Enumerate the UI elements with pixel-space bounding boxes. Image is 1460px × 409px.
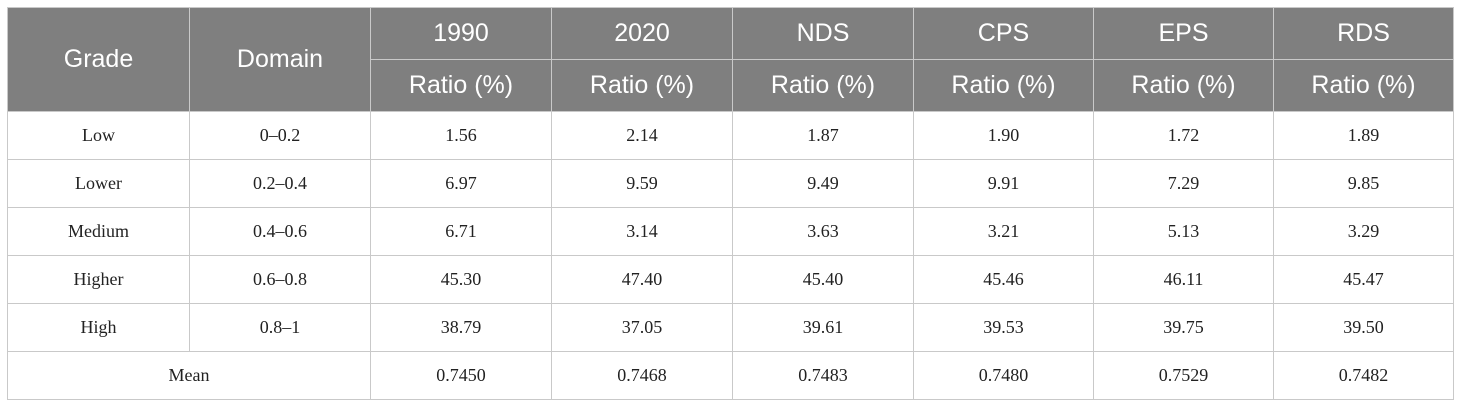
- subheader-ratio: Ratio (%): [732, 59, 914, 112]
- cell-value: 1.89: [1273, 111, 1454, 160]
- mean-value: 0.7480: [913, 351, 1094, 400]
- ratio-table: Grade Domain 1990 2020 NDS CPS EPS RDS R…: [7, 7, 1454, 400]
- cell-value: 3.21: [913, 207, 1094, 256]
- cell-grade: Medium: [7, 207, 190, 256]
- cell-domain: 0–0.2: [189, 111, 371, 160]
- cell-grade: High: [7, 303, 190, 352]
- subheader-ratio: Ratio (%): [913, 59, 1094, 112]
- mean-value: 0.7483: [732, 351, 914, 400]
- cell-value: 7.29: [1093, 159, 1274, 208]
- cell-value: 2.14: [551, 111, 733, 160]
- cell-value: 46.11: [1093, 255, 1274, 304]
- subheader-row: Ratio (%) Ratio (%) Ratio (%) Ratio (%) …: [8, 59, 1454, 112]
- header-eps: EPS: [1093, 7, 1274, 60]
- cell-domain: 0.6–0.8: [189, 255, 371, 304]
- cell-value: 6.71: [370, 207, 552, 256]
- cell-value: 37.05: [551, 303, 733, 352]
- cell-domain: 0.8–1: [189, 303, 371, 352]
- cell-value: 9.49: [732, 159, 914, 208]
- cell-value: 39.50: [1273, 303, 1454, 352]
- subheader-ratio: Ratio (%): [1093, 59, 1274, 112]
- cell-value: 3.14: [551, 207, 733, 256]
- table-row: Higher 0.6–0.8 45.30 47.40 45.40 45.46 4…: [7, 255, 1454, 304]
- cell-value: 1.90: [913, 111, 1094, 160]
- cell-value: 38.79: [370, 303, 552, 352]
- table-row: Lower 0.2–0.4 6.97 9.59 9.49 9.91 7.29 9…: [7, 159, 1454, 208]
- cell-domain: 0.4–0.6: [189, 207, 371, 256]
- cell-domain: 0.2–0.4: [189, 159, 371, 208]
- header-nds: NDS: [732, 7, 914, 60]
- cell-value: 9.85: [1273, 159, 1454, 208]
- header-1990: 1990: [370, 7, 552, 60]
- cell-value: 39.53: [913, 303, 1094, 352]
- cell-value: 1.72: [1093, 111, 1274, 160]
- cell-grade: Lower: [7, 159, 190, 208]
- mean-value: 0.7529: [1093, 351, 1274, 400]
- cell-value: 5.13: [1093, 207, 1274, 256]
- cell-value: 3.63: [732, 207, 914, 256]
- cell-value: 39.61: [732, 303, 914, 352]
- cell-value: 9.91: [913, 159, 1094, 208]
- table-row: Medium 0.4–0.6 6.71 3.14 3.63 3.21 5.13 …: [7, 207, 1454, 256]
- header-cps: CPS: [913, 7, 1094, 60]
- subheader-ratio: Ratio (%): [1273, 59, 1454, 112]
- cell-grade: Low: [7, 111, 190, 160]
- header-2020: 2020: [551, 7, 733, 60]
- cell-value: 6.97: [370, 159, 552, 208]
- cell-value: 45.30: [370, 255, 552, 304]
- header-grade: Grade: [7, 7, 190, 112]
- header-row: Grade Domain 1990 2020 NDS CPS EPS RDS: [7, 7, 1454, 112]
- cell-value: 1.56: [370, 111, 552, 160]
- mean-value: 0.7482: [1273, 351, 1454, 400]
- cell-grade: Higher: [7, 255, 190, 304]
- cell-value: 45.47: [1273, 255, 1454, 304]
- subheader-ratio: Ratio (%): [370, 59, 552, 112]
- header-rds: RDS: [1273, 7, 1454, 60]
- cell-value: 45.46: [913, 255, 1094, 304]
- mean-row: Mean 0.7450 0.7468 0.7483 0.7480 0.7529 …: [7, 351, 1454, 400]
- mean-value: 0.7468: [551, 351, 733, 400]
- table-row: High 0.8–1 38.79 37.05 39.61 39.53 39.75…: [7, 303, 1454, 352]
- cell-value: 47.40: [551, 255, 733, 304]
- cell-value: 45.40: [732, 255, 914, 304]
- header-domain: Domain: [189, 7, 371, 112]
- table-row: Low 0–0.2 1.56 2.14 1.87 1.90 1.72 1.89: [7, 111, 1454, 160]
- subheader-ratio: Ratio (%): [551, 59, 733, 112]
- table-container: Grade Domain 1990 2020 NDS CPS EPS RDS R…: [7, 7, 1454, 400]
- mean-label: Mean: [7, 351, 371, 400]
- cell-value: 39.75: [1093, 303, 1274, 352]
- cell-value: 9.59: [551, 159, 733, 208]
- cell-value: 3.29: [1273, 207, 1454, 256]
- mean-value: 0.7450: [370, 351, 552, 400]
- cell-value: 1.87: [732, 111, 914, 160]
